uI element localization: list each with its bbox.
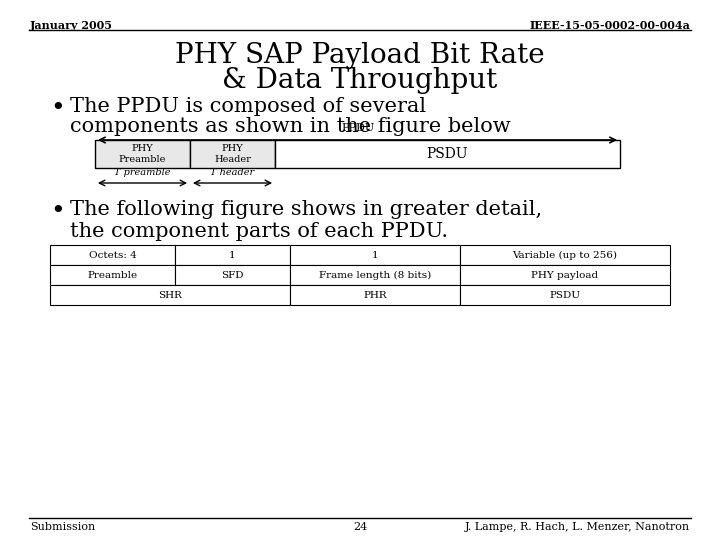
- Text: SFD: SFD: [221, 271, 244, 280]
- Bar: [50, 265, 175, 285]
- Text: PHY payload: PHY payload: [531, 271, 598, 280]
- Text: components as shown in the figure below: components as shown in the figure below: [70, 117, 510, 136]
- Text: Variable (up to 256): Variable (up to 256): [513, 251, 618, 260]
- Text: PPDU: PPDU: [341, 123, 374, 133]
- Bar: [460, 265, 670, 285]
- Bar: [460, 245, 670, 265]
- Text: T preamble: T preamble: [114, 168, 171, 177]
- Text: •: •: [50, 97, 65, 120]
- FancyBboxPatch shape: [275, 140, 620, 168]
- Text: 1: 1: [372, 251, 378, 260]
- Text: PHR: PHR: [363, 291, 387, 300]
- Text: & Data Throughput: & Data Throughput: [222, 67, 498, 94]
- Text: Submission: Submission: [30, 522, 95, 532]
- Text: Preamble: Preamble: [87, 271, 138, 280]
- Text: 24: 24: [353, 522, 367, 532]
- Text: •: •: [50, 200, 65, 223]
- Bar: [290, 265, 460, 285]
- Text: Octets: 4: Octets: 4: [89, 251, 136, 260]
- Text: PSDU: PSDU: [549, 291, 580, 300]
- Bar: [50, 285, 290, 305]
- Text: Frame length (8 bits): Frame length (8 bits): [319, 271, 431, 280]
- Text: T header: T header: [210, 168, 255, 177]
- Text: The following figure shows in greater detail,: The following figure shows in greater de…: [70, 200, 542, 219]
- Text: J. Lampe, R. Hach, L. Menzer, Nanotron: J. Lampe, R. Hach, L. Menzer, Nanotron: [465, 522, 690, 532]
- Text: IEEE-15-05-0002-00-004a: IEEE-15-05-0002-00-004a: [529, 20, 690, 31]
- Text: The PPDU is composed of several: The PPDU is composed of several: [70, 97, 426, 116]
- Text: PSDU: PSDU: [427, 147, 468, 161]
- Bar: [290, 285, 460, 305]
- FancyBboxPatch shape: [190, 140, 275, 168]
- Bar: [50, 245, 175, 265]
- Text: SHR: SHR: [158, 291, 182, 300]
- Text: PHY SAP Payload Bit Rate: PHY SAP Payload Bit Rate: [175, 42, 545, 69]
- Text: PHY
Header: PHY Header: [214, 144, 251, 164]
- Bar: [175, 265, 290, 285]
- Text: 1: 1: [229, 251, 236, 260]
- Text: January 2005: January 2005: [30, 20, 113, 31]
- Bar: [460, 285, 670, 305]
- Bar: [290, 245, 460, 265]
- Bar: [175, 245, 290, 265]
- Text: PHY
Preamble: PHY Preamble: [119, 144, 166, 164]
- Text: the component parts of each PPDU.: the component parts of each PPDU.: [70, 222, 448, 241]
- FancyBboxPatch shape: [95, 140, 190, 168]
